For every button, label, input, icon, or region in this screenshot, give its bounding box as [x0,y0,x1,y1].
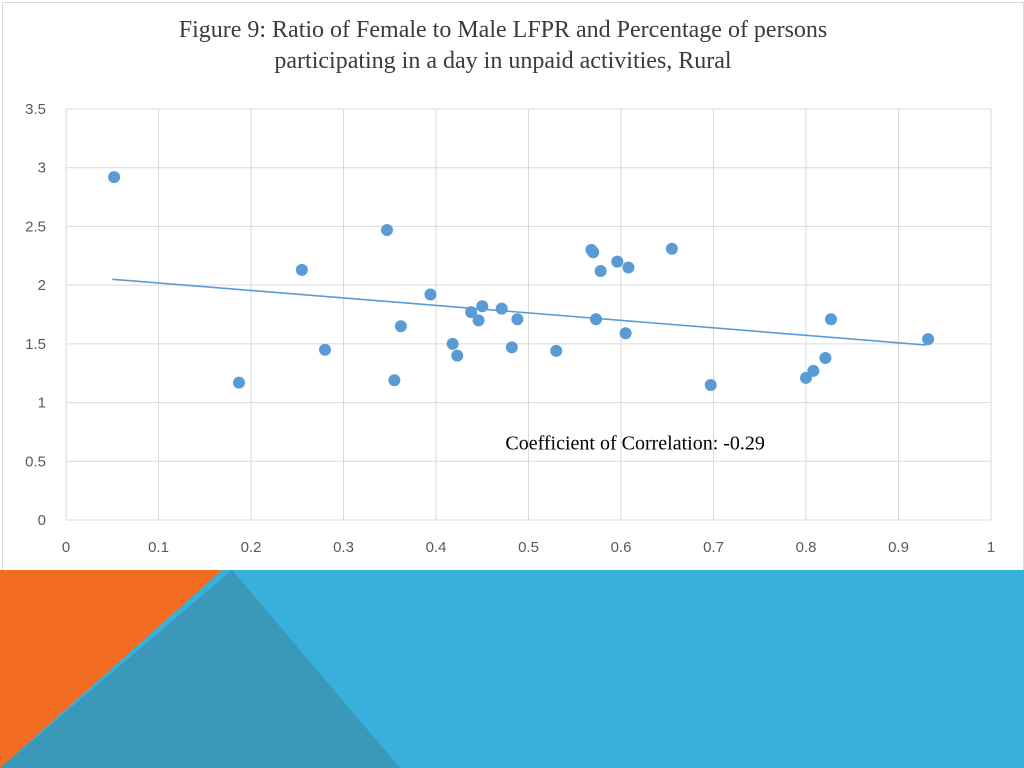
x-tick-label: 0.1 [148,539,169,556]
x-tick-label: 0.7 [703,539,724,556]
data-point [665,242,678,255]
data-point [424,288,437,301]
correlation-annotation: Coefficient of Correlation: -0.29 [505,433,765,455]
slide-decoration [0,570,1024,768]
decor-teal-triangle [0,570,400,768]
y-tick-label: 2.5 [25,218,46,235]
data-point [807,364,820,377]
x-tick-label: 0.3 [333,539,354,556]
data-point [590,313,603,326]
y-tick-label: 3.5 [25,101,46,118]
decor-orange-triangle [0,570,222,768]
data-point [319,343,331,356]
data-point [819,351,832,364]
chart-title-line-2: participating in a day in unpaid activit… [274,48,732,74]
x-tick-label: 0.6 [611,539,632,556]
data-point [587,246,600,259]
y-tick-label: 1.5 [25,336,46,353]
data-point [824,313,837,326]
y-tick-label: 1 [38,395,46,412]
data-point [232,376,245,389]
scatter-plot: 0 0.1 0.2 0.3 0.4 0.5 0.6 0.7 0.8 0.9 1 0 0.5 1 1.5 2 2.… [25,101,995,556]
x-tick-label: 0.9 [888,539,909,556]
x-tick-label: 0 [62,539,70,556]
data-point [472,314,485,327]
data-point [622,261,635,274]
data-point [619,327,632,340]
data-point [465,306,478,319]
x-tick-label: 1 [987,539,995,556]
data-point [295,263,308,276]
x-tick-label: 0.4 [426,539,447,556]
data-point [451,349,464,362]
data-point [380,223,393,236]
data-point [505,341,518,354]
chart-card: Figure 9: Ratio of Female to Male LFPR a… [2,2,1024,572]
data-point [388,374,401,387]
data-point [476,300,489,313]
y-tick-label: 0.5 [25,453,46,470]
data-point [495,302,508,315]
x-tick-label: 0.5 [518,539,539,556]
x-tick-label: 0.2 [241,539,262,556]
data-point [550,344,563,357]
data-point [611,255,624,268]
y-tick-label: 2 [38,277,46,294]
data-point [922,333,935,346]
chart-title: Figure 9: Ratio of Female to Male LFPR a… [3,15,1003,77]
trendline [112,278,927,346]
x-tick-label: 0.8 [796,539,817,556]
y-tick-label: 3 [38,160,46,177]
data-point [704,378,717,391]
y-tick-label: 0 [38,512,46,529]
chart-title-line-1: Figure 9: Ratio of Female to Male LFPR a… [178,17,828,43]
data-point [394,320,407,333]
data-point [108,171,121,184]
data-point [594,265,607,278]
data-point [446,337,459,350]
data-point [511,313,524,326]
